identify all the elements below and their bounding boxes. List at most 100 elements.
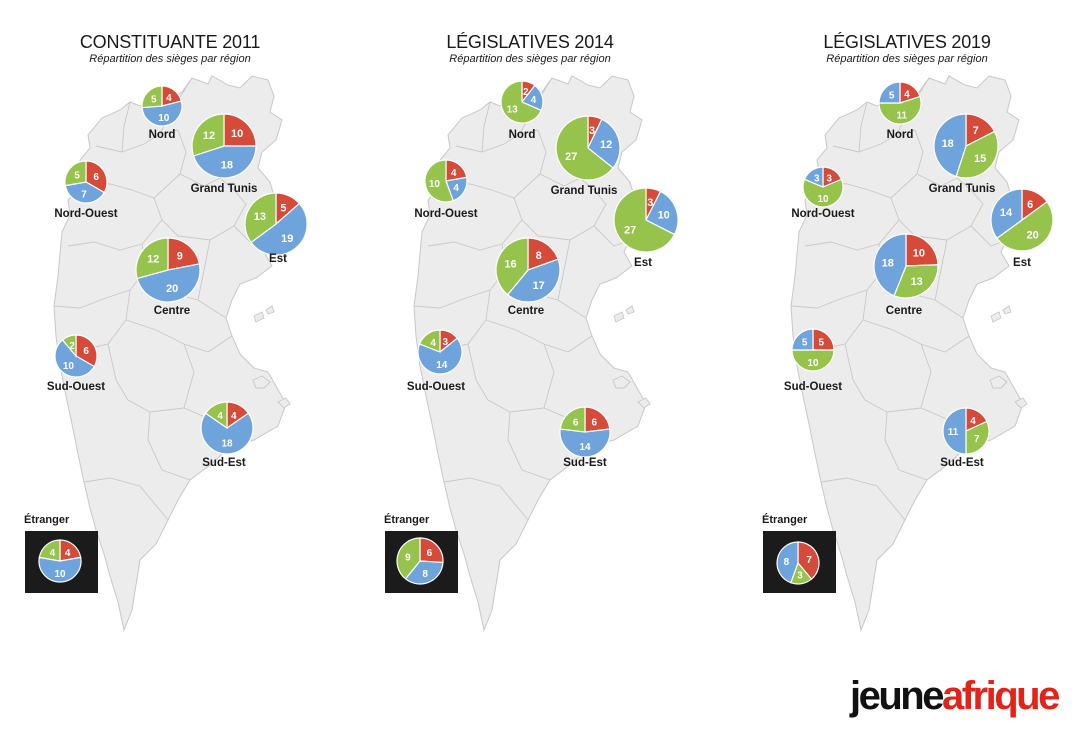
- region-label: Nord-Ouest: [414, 208, 477, 220]
- island-shape: [253, 311, 265, 323]
- pie-3-value-red: 3: [647, 197, 653, 209]
- pie-4-value-red: 10: [913, 248, 925, 260]
- pie-2-slice-blue: [64, 181, 106, 204]
- region-border: [83, 477, 169, 521]
- island-shape: [637, 397, 651, 409]
- pie-3-slice-green: [613, 187, 676, 253]
- pie-3-slice-green: [244, 192, 277, 244]
- pie-4-slice-green: [893, 264, 939, 299]
- pie-5-value-blue: 5: [802, 338, 808, 349]
- region-label: Est: [269, 253, 287, 265]
- pie-grand-tunis: 3 12 27 Grand Tunis: [551, 115, 621, 197]
- island-shape: [989, 375, 1008, 389]
- pie-7-slice-blue: [776, 541, 799, 584]
- map-title-2014: LÉGISLATIVES 2014: [446, 32, 614, 52]
- pie-3-slice-blue: [990, 188, 1023, 240]
- pie-6-slice-green: [204, 401, 228, 430]
- region-border: [557, 239, 571, 301]
- map-title-2011: CONSTITUANTE 2011: [79, 32, 261, 52]
- region-label-etranger: Étranger: [762, 513, 808, 526]
- pie-3-slice-blue: [250, 202, 308, 256]
- pie-7-value-green: 9: [405, 553, 411, 564]
- region-border: [67, 219, 163, 251]
- pie-1-value-red: 7: [973, 125, 979, 137]
- pie-sud-ouest: 3 144 Sud-Ouest: [407, 329, 465, 393]
- island-shape: [252, 375, 271, 389]
- island-shape: [990, 311, 1002, 323]
- pie-1-value-blue: 12: [600, 139, 612, 151]
- pie-0-slice-blue: [878, 81, 901, 104]
- pie-2-value-red: 4: [451, 168, 457, 179]
- pie-grand-tunis: 10 18 12 Grand Tunis: [191, 113, 257, 195]
- map-subtitle-2019: Répartition des sièges par région: [826, 53, 988, 65]
- pie-4-slice-green: [135, 237, 169, 280]
- pie-0-value-red: 2: [523, 87, 529, 98]
- island-shape: [625, 305, 635, 315]
- pie-6-slice-green: [559, 406, 586, 433]
- pie-3-value-blue: 14: [1000, 207, 1013, 219]
- region-label: Est: [634, 257, 652, 269]
- pie-2-value-green: 5: [74, 170, 80, 181]
- pie-7-value-red: 6: [427, 548, 433, 559]
- region-label: Nord-Ouest: [791, 208, 854, 220]
- island-shape: [277, 397, 291, 409]
- pie-5-slice-green: [418, 329, 441, 353]
- pie-5-value-red: 6: [83, 346, 89, 357]
- pie-nord-ouest: 675 Nord-Ouest: [54, 160, 118, 220]
- pie-7-value-red: 4: [65, 548, 71, 559]
- region-label-etranger: Étranger: [384, 513, 430, 526]
- region-border: [53, 269, 147, 309]
- pie-3-value-green: 20: [1026, 230, 1038, 242]
- pie-4-value-red: 8: [536, 250, 542, 262]
- pie-sud-ouest: 6 10 2 Sud-Ouest: [47, 334, 105, 393]
- region-border: [455, 129, 539, 153]
- pie-centre: 9 20 12 Centre: [135, 237, 201, 317]
- pie-sud-est: 4 18 4 Sud-Est: [200, 401, 254, 469]
- pie-2-value-blue: 3: [814, 174, 820, 185]
- pie-5-slice-red: [812, 328, 835, 351]
- pie-3-value-red: 6: [1027, 199, 1033, 211]
- pie-1-value-blue: 18: [942, 138, 954, 150]
- pie-6-value-red: 4: [970, 416, 976, 427]
- pie-6-slice-blue: [559, 428, 611, 458]
- region-label: Nord: [887, 129, 914, 141]
- pie-5-value-green: 4: [430, 338, 436, 349]
- pie-4-slice-blue: [506, 258, 561, 303]
- region-label: Sud-Est: [202, 457, 246, 469]
- island-shape: [1014, 397, 1028, 409]
- pie-6-slice-blue: [200, 412, 254, 455]
- pie-7-slice-blue: [404, 560, 444, 585]
- region-label: Nord-Ouest: [54, 208, 117, 220]
- island-shape: [265, 305, 275, 315]
- logo-part-afrique: afrique: [941, 674, 1060, 718]
- pie-nord: 4 105 Nord: [141, 85, 183, 141]
- pie-6-slice-blue: [942, 407, 967, 455]
- pie-2-slice-blue: [803, 166, 824, 188]
- pie-7-slice-green: [396, 537, 421, 580]
- logo-part-jeune: jeune: [850, 674, 944, 718]
- map-subtitle-2011: Répartition des sièges par région: [89, 53, 251, 65]
- pie-nord-ouest: 4 4 10 Nord-Ouest: [414, 159, 478, 220]
- pie-0-value-blue: 10: [158, 113, 170, 124]
- region-border: [147, 411, 191, 481]
- pie-3-value-red: 5: [280, 203, 286, 215]
- region-border: [153, 197, 235, 241]
- island-shape: [613, 311, 625, 323]
- pie-1-value-red: 10: [231, 128, 243, 140]
- map-subtitle-2014: Répartition des sièges par région: [449, 53, 611, 65]
- pie-1-value-green: 27: [565, 151, 577, 163]
- pie-4-value-blue: 17: [533, 280, 545, 292]
- pie-4-value-green: 13: [911, 276, 923, 288]
- pie-0-slice-green: [500, 80, 543, 124]
- pie-6-value-green: 6: [573, 418, 579, 429]
- pie-2-value-green: 10: [429, 179, 441, 190]
- island-shape: [1002, 305, 1012, 315]
- pie-5-value-blue: 14: [436, 360, 448, 371]
- pie-nord: 24 13 Nord: [500, 80, 544, 141]
- pie-1-value-green: 15: [974, 153, 986, 165]
- pie-4-slice-red: [527, 237, 559, 271]
